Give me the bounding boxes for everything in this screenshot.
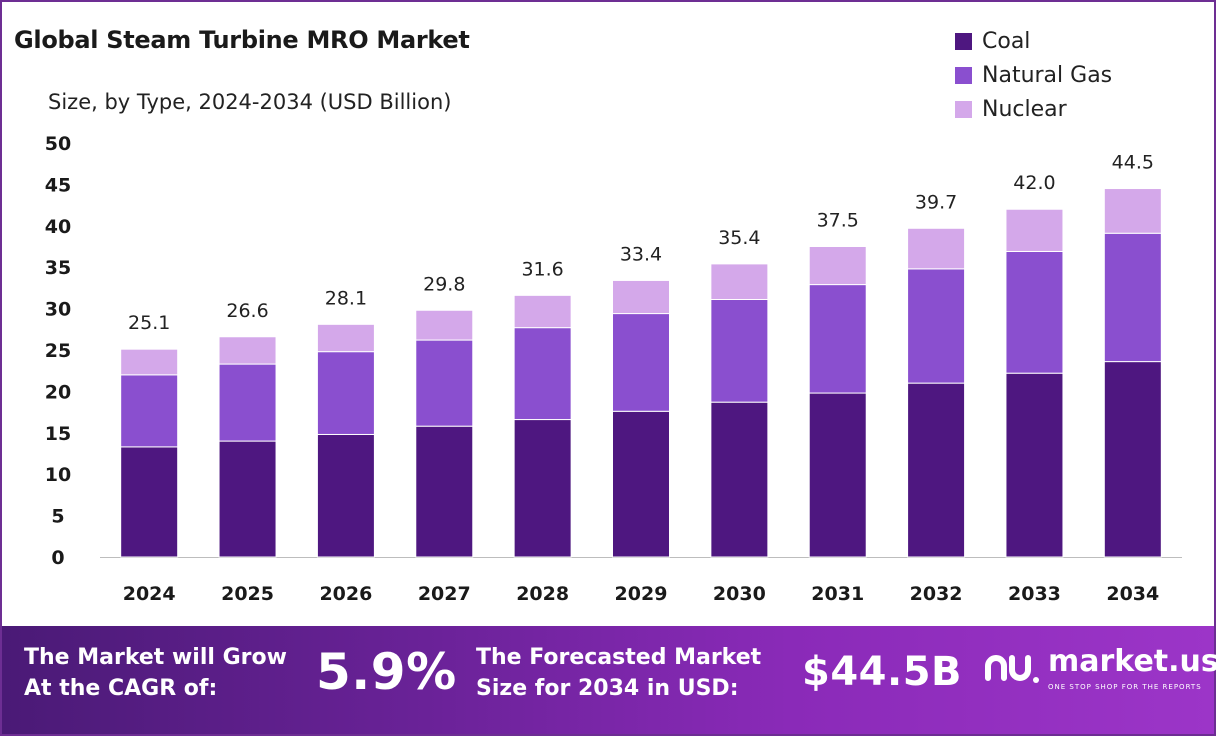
x-tick-label: 2028 [516, 583, 569, 605]
bar-segment-nuclear [1103, 188, 1162, 234]
bar-total-label: 29.8 [423, 273, 465, 295]
legend-label-nuclear: Nuclear [982, 96, 1067, 122]
bar-total-label: 33.4 [620, 243, 662, 265]
bar-segment-natural-gas [1103, 232, 1162, 363]
x-tick-label: 2027 [418, 583, 471, 605]
bar-segment-nuclear [612, 279, 670, 315]
bar-segment-coal [316, 433, 375, 558]
y-tick-label: 0 [51, 547, 64, 569]
legend-label-coal: Coal [982, 28, 1031, 54]
bar-segment-coal [710, 401, 769, 558]
y-tick-label: 35 [45, 257, 71, 279]
y-tick-label: 20 [45, 381, 71, 403]
bar-total-label: 42.0 [1013, 172, 1055, 194]
forecast-label-line1: The Forecasted Market [476, 645, 762, 670]
y-tick-label: 50 [45, 133, 71, 155]
legend-item-nuclear: Nuclear [955, 92, 1112, 126]
x-tick-label: 2025 [221, 583, 274, 605]
legend-item-coal: Coal [955, 24, 1112, 58]
y-tick-label: 30 [45, 299, 71, 321]
chart-title: Global Steam Turbine MRO Market [14, 26, 470, 54]
bar-segment-nuclear [1005, 208, 1064, 252]
bar-segment-nuclear [808, 246, 867, 286]
bar-segment-natural-gas [808, 284, 867, 394]
bar-segment-natural-gas [907, 268, 966, 384]
x-tick-label: 2033 [1008, 583, 1061, 605]
x-tick-label: 2030 [713, 583, 766, 605]
cagr-value: 5.9% [316, 643, 457, 701]
y-tick-label: 10 [45, 464, 71, 486]
brand-name: market.us [1048, 644, 1216, 679]
y-tick-label: 15 [45, 423, 71, 445]
bar-segment-coal [415, 425, 474, 558]
x-tick-label: 2026 [319, 583, 372, 605]
bar-segment-coal [513, 419, 572, 558]
bar-segment-coal [612, 410, 670, 558]
bar-segment-natural-gas [710, 298, 769, 403]
forecast-value: $44.5B [802, 649, 963, 695]
forecast-label-line2: Size for 2034 in USD: [476, 676, 739, 701]
bar-total-label: 44.5 [1112, 152, 1154, 174]
y-tick-label: 45 [45, 174, 71, 196]
y-tick-label: 40 [45, 216, 71, 238]
bar-total-label: 37.5 [817, 210, 859, 232]
bar-segment-nuclear [316, 323, 375, 353]
bar-segment-nuclear [907, 227, 966, 270]
bar-total-label: 39.7 [915, 191, 957, 213]
bar-segment-natural-gas [513, 327, 572, 421]
footer-banner: The Market will Grow At the CAGR of: 5.9… [2, 626, 1216, 734]
bar-segment-natural-gas [218, 363, 277, 442]
bar-segment-coal [1103, 361, 1162, 558]
bar-segment-coal [1005, 372, 1064, 558]
x-tick-label: 2034 [1106, 583, 1159, 605]
bar-segment-natural-gas [316, 351, 375, 435]
cagr-label-line2: At the CAGR of: [24, 676, 218, 701]
bar-segment-coal [120, 446, 179, 558]
y-tick-label: 5 [51, 506, 64, 528]
legend-label-natural-gas: Natural Gas [982, 62, 1113, 88]
bar-segment-coal [808, 392, 867, 558]
bar-segment-coal [907, 382, 966, 558]
cagr-label-line1: The Market will Grow [24, 645, 287, 670]
bar-segment-nuclear [218, 336, 277, 365]
legend-swatch-coal [955, 32, 972, 50]
legend-swatch-natural-gas [955, 66, 972, 84]
bar-segment-coal [218, 440, 277, 558]
x-tick-label: 2031 [811, 583, 864, 605]
x-tick-label: 2032 [910, 583, 963, 605]
bar-total-label: 28.1 [325, 287, 367, 309]
bar-segment-nuclear [710, 263, 769, 300]
legend: Coal Natural Gas Nuclear [955, 24, 1112, 126]
bar-total-label: 26.6 [226, 300, 268, 322]
brand-tagline: ONE STOP SHOP FOR THE REPORTS [1048, 683, 1202, 691]
x-tick-label: 2024 [123, 583, 176, 605]
bar-segment-nuclear [513, 294, 572, 329]
y-tick-label: 25 [45, 340, 71, 362]
forecast-label: The Forecasted Market Size for 2034 in U… [476, 642, 761, 704]
bar-segment-nuclear [415, 309, 474, 341]
legend-swatch-nuclear [955, 100, 972, 118]
bar-segment-natural-gas [120, 374, 179, 448]
x-tick-label: 2029 [615, 583, 668, 605]
cagr-label: The Market will Grow At the CAGR of: [24, 642, 287, 704]
bar-segment-natural-gas [1005, 250, 1064, 374]
bar-total-label: 31.6 [521, 258, 563, 280]
chart-subtitle: Size, by Type, 2024-2034 (USD Billion) [48, 90, 452, 114]
bar-segment-natural-gas [612, 313, 670, 412]
bar-segment-natural-gas [415, 339, 474, 427]
stacked-bar-chart: 0510152025303540455025.1202426.6202528.1… [45, 133, 1182, 605]
bar-total-label: 35.4 [718, 227, 760, 249]
legend-item-natural-gas: Natural Gas [955, 58, 1112, 92]
bar-total-label: 25.1 [128, 312, 170, 334]
market-us-logo-icon [985, 655, 1039, 683]
bar-segment-nuclear [120, 348, 179, 376]
